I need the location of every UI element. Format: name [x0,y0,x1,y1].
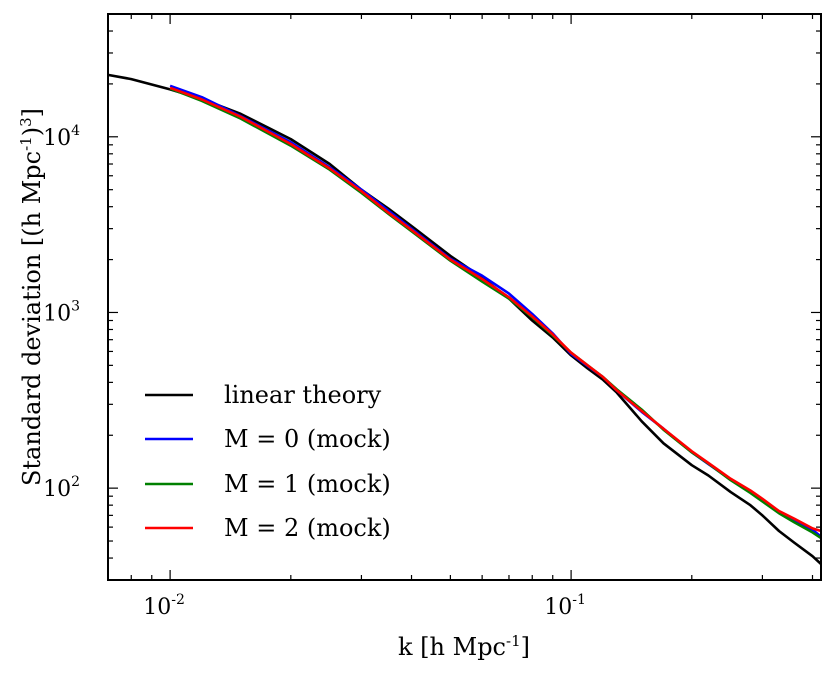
ticks-group: 10-2 10-1 102 103 104 [43,13,821,620]
legend-label-2: M = 1 (mock) [224,470,391,498]
x-axis-label: k [h Mpc-1] [398,632,530,661]
x-tick-label: 10-2 [143,592,185,620]
legend-label-0: linear theory [224,381,382,409]
y-tick-label: 102 [43,474,80,502]
y-tick-label: 103 [43,298,80,326]
y-axis-label: Standard deviation [(h Mpc-1)3] [17,108,46,486]
y-tick-label: 104 [43,123,80,151]
series-line-3 [169,86,822,533]
plot-frame [107,13,822,581]
series-group [107,73,822,565]
series-line-0 [107,73,822,565]
legend-label-3: M = 2 (mock) [224,514,391,542]
legend-label-1: M = 0 (mock) [224,425,391,453]
legend: linear theory M = 0 (mock) M = 1 (mock) M =… [145,381,391,542]
x-tick-label: 10-1 [544,592,586,620]
